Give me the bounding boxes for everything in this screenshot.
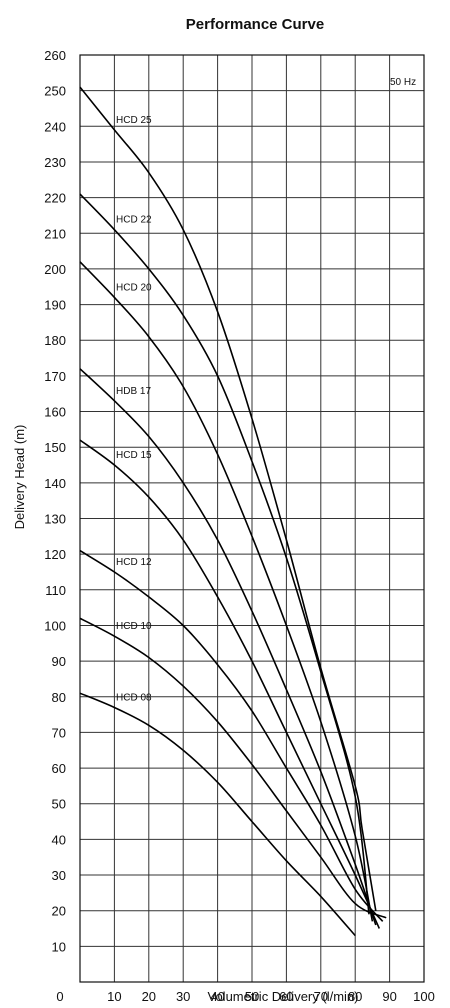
series-label-hcd-08: HCD 08 [116, 692, 152, 703]
x-tick-label: 70 [314, 989, 328, 1004]
y-tick-label: 220 [44, 191, 66, 206]
series-line [79, 261, 374, 922]
series-line [79, 368, 377, 926]
curves: HCD 25 HCD 22 HCD 20 HDB 17 HCD 15 HCD 12 HCD … [79, 86, 387, 937]
x-axis-label: Volumetric Delivery (l/min) [208, 989, 359, 1004]
series-label-hcd-10: HCD 10 [116, 621, 152, 632]
x-tick-label: 40 [210, 989, 224, 1004]
series-line [79, 439, 381, 929]
y-axis-label: Delivery Head (m) [12, 425, 27, 530]
y-tick-label: 110 [45, 583, 66, 598]
x-tick-label: 20 [142, 989, 156, 1004]
y-tick-label: 260 [44, 48, 66, 63]
series-label-hcd-25: HCD 25 [116, 115, 152, 126]
x-tick-label: 100 [413, 989, 435, 1004]
y-tick-label: 30 [52, 868, 66, 883]
tick-labels: 10 20 30 40 50 60 70 80 90 100 10 20 30 40 50 60 70 80 90 1… [44, 48, 435, 1004]
series-line [79, 692, 356, 937]
y-tick-label: 230 [44, 155, 66, 170]
series-line [79, 86, 377, 911]
series-line [79, 193, 370, 915]
y-tick-label: 150 [44, 440, 66, 455]
y-tick-label: 170 [44, 369, 66, 384]
x-tick-label: 10 [107, 989, 121, 1004]
series-line [79, 549, 384, 922]
x-tick-label: 50 [245, 989, 259, 1004]
y-tick-label: 180 [44, 333, 66, 348]
series-label-hdb-17: HDB 17 [116, 386, 151, 397]
x-tick-label: 80 [348, 989, 362, 1004]
series-label-hcd-12: HCD 12 [116, 557, 152, 568]
y-tick-label: 130 [44, 512, 66, 527]
y-tick-label: 70 [52, 725, 66, 740]
y-tick-label: 210 [44, 226, 66, 241]
y-tick-label: 250 [44, 84, 66, 99]
y-tick-label: 50 [52, 797, 66, 812]
y-tick-label: 120 [44, 547, 66, 562]
y-tick-label: 200 [44, 262, 66, 277]
x-tick-label: 30 [176, 989, 190, 1004]
series-label-hcd-15: HCD 15 [116, 450, 152, 461]
x-tick-label: 60 [279, 989, 293, 1004]
plot-frame [79, 54, 425, 983]
y-tick-label: 240 [44, 119, 66, 134]
y-tick-label: 60 [52, 761, 66, 776]
grid-lines [80, 55, 424, 982]
frequency-annotation: 50 Hz [390, 77, 416, 88]
chart-title: Performance Curve [186, 16, 324, 33]
y-tick-label: 190 [44, 298, 66, 313]
x-tick-label: 90 [382, 989, 396, 1004]
y-tick-label: 100 [44, 618, 66, 633]
origin-label: 0 [56, 989, 63, 1004]
y-tick-label: 20 [52, 904, 66, 919]
y-tick-label: 80 [52, 690, 66, 705]
y-tick-label: 160 [44, 405, 66, 420]
series-label-hcd-22: HCD 22 [116, 215, 152, 226]
y-tick-label: 40 [52, 832, 66, 847]
series-line [79, 617, 387, 919]
y-tick-label: 140 [44, 476, 66, 491]
y-tick-label: 10 [52, 939, 66, 954]
y-tick-label: 90 [52, 654, 66, 669]
series-label-hcd-20: HCD 20 [116, 282, 152, 293]
